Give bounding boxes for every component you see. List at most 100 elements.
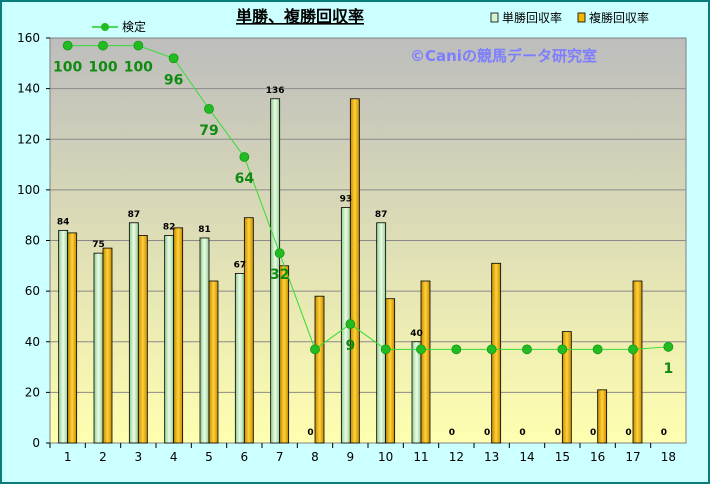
- bar-fukusho-7: [279, 265, 290, 444]
- y-tick-label: 20: [25, 385, 40, 399]
- y-tick-label: 40: [25, 335, 40, 349]
- bar-fukusho-4: [173, 227, 184, 444]
- kentei-label-4: 96: [164, 72, 183, 88]
- bar-fukusho-5: [208, 280, 219, 444]
- legend-kentei-label: 検定: [122, 19, 146, 34]
- kentei-point-12: [451, 344, 462, 355]
- bar-fukusho-10: [385, 298, 396, 444]
- bar-fukusho-16: [597, 389, 608, 444]
- kentei-point-11: [416, 344, 426, 355]
- y-tick-label: 140: [17, 82, 40, 96]
- label-tansho-15: 0: [555, 428, 561, 438]
- legend-tansho-label: 単勝回収率: [502, 10, 562, 25]
- y-tick-label: 160: [17, 31, 40, 45]
- bar-fukusho-6: [243, 217, 254, 444]
- label-tansho-12: 0: [449, 428, 455, 438]
- kentei-label-7: 32: [270, 267, 289, 283]
- bar-tansho-10: [376, 222, 387, 444]
- bar-tansho-11: [411, 341, 422, 444]
- x-tick-label: 11: [413, 450, 428, 464]
- label-tansho-1: 84: [57, 217, 70, 227]
- kentei-point-8: [310, 344, 320, 355]
- kentei-polyline: [67, 45, 669, 351]
- bar-tansho-1: [58, 229, 69, 444]
- kentei-label-5: 79: [199, 123, 218, 139]
- kentei-point-7: [274, 248, 285, 259]
- y-tick-label: 100: [17, 183, 40, 197]
- x-tick-label: 5: [205, 450, 213, 464]
- x-tick-label: 1: [64, 450, 72, 464]
- label-tansho-3: 87: [128, 210, 141, 220]
- x-axis-ticks: 1 2 3 4 5 6 7 8 9 10 11 12 13 14 15 16 17 18: [49, 443, 676, 464]
- kentei-point-16: [592, 344, 603, 355]
- x-tick-label: 3: [135, 450, 143, 464]
- label-tansho-14: 0: [519, 428, 525, 438]
- bar-tansho-4: [164, 235, 175, 444]
- kentei-point-14: [522, 344, 532, 355]
- x-tick-label: 7: [276, 450, 284, 464]
- x-tick-label: 14: [519, 450, 534, 464]
- legend: 検定 単勝回収率 複勝回収率: [92, 10, 649, 34]
- legend-tansho-swatch: [490, 12, 499, 23]
- bar-tansho-2: [93, 252, 104, 444]
- y-tick-label: 0: [32, 436, 40, 450]
- label-tansho-6: 67: [234, 260, 247, 270]
- kentei-point-10: [380, 344, 391, 355]
- bar-fukusho-3: [137, 235, 148, 444]
- y-axis-ticks: 0 20 40 60 80 100 120 140 160: [17, 31, 50, 450]
- x-tick-label: 15: [555, 450, 570, 464]
- kentei-label-18: 1: [663, 361, 673, 377]
- label-tansho-13: 0: [484, 428, 490, 438]
- kentei-point-4: [168, 53, 179, 64]
- bar-fukusho-15: [561, 331, 572, 444]
- x-tick-label: 16: [590, 450, 605, 464]
- kentei-point-17: [628, 344, 638, 355]
- label-tansho-7: 136: [266, 86, 285, 96]
- bar-fukusho-2: [102, 247, 113, 444]
- kentei-label-3: 100: [124, 60, 153, 76]
- x-tick-label: 17: [625, 450, 640, 464]
- label-tansho-18: 0: [661, 428, 667, 438]
- y-tick-label: 60: [25, 284, 40, 298]
- x-tick-label: 6: [241, 450, 249, 464]
- legend-kentei-marker: [101, 23, 109, 31]
- kentei-point-6: [239, 152, 250, 162]
- bar-tansho-6: [234, 273, 245, 444]
- bar-tansho-5: [199, 237, 210, 444]
- label-tansho-5: 81: [198, 225, 211, 235]
- kentei-point-9: [345, 319, 356, 329]
- bar-tansho-3: [128, 222, 139, 444]
- kentei-point-5: [204, 103, 214, 114]
- legend-fukusho-label: 複勝回収率: [589, 10, 649, 25]
- label-tansho-8: 0: [307, 428, 313, 438]
- label-tansho-17: 0: [625, 428, 631, 438]
- kentei-line: [62, 40, 674, 355]
- kentei-label-1: 100: [53, 60, 82, 76]
- kentei-point-13: [486, 344, 497, 355]
- bar-fukusho-1: [67, 232, 78, 444]
- label-tansho-9: 93: [340, 195, 353, 205]
- y-tick-label: 80: [25, 234, 40, 248]
- kentei-point-1: [62, 40, 73, 51]
- legend-kentei: 検定: [92, 19, 146, 34]
- x-tick-label: 13: [484, 450, 499, 464]
- kentei-point-18: [663, 341, 674, 352]
- kentei-point-3: [133, 40, 144, 51]
- legend-fukusho: 複勝回収率: [577, 10, 649, 25]
- gridlines: [50, 88, 686, 393]
- watermark: ©Caniの競馬データ研究室: [410, 47, 597, 65]
- label-tansho-16: 0: [590, 428, 596, 438]
- x-tick-label: 2: [99, 450, 107, 464]
- legend-fukusho-swatch: [577, 12, 586, 23]
- chart-title: 単勝、複勝回収率: [236, 7, 364, 26]
- x-tick-label: 8: [311, 450, 319, 464]
- x-tick-label: 18: [661, 450, 676, 464]
- bar-fukusho-8: [314, 295, 325, 444]
- label-tansho-10: 87: [375, 210, 388, 220]
- bar-fukusho-17: [632, 280, 643, 444]
- bar-fukusho-9: [349, 98, 360, 444]
- legend-tansho: 単勝回収率: [490, 10, 562, 25]
